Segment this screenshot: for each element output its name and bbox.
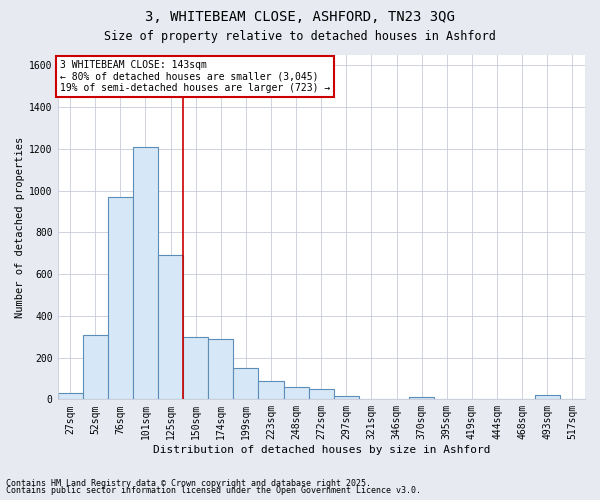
Bar xyxy=(233,368,259,400)
X-axis label: Distribution of detached houses by size in Ashford: Distribution of detached houses by size … xyxy=(152,445,490,455)
Text: Contains HM Land Registry data © Crown copyright and database right 2025.: Contains HM Land Registry data © Crown c… xyxy=(6,478,371,488)
Text: Contains public sector information licensed under the Open Government Licence v3: Contains public sector information licen… xyxy=(6,486,421,495)
Bar xyxy=(58,393,83,400)
Bar xyxy=(284,387,309,400)
Bar xyxy=(309,389,334,400)
Bar xyxy=(158,256,183,400)
Bar xyxy=(259,380,284,400)
Bar xyxy=(409,397,434,400)
Text: 3 WHITEBEAM CLOSE: 143sqm
← 80% of detached houses are smaller (3,045)
19% of se: 3 WHITEBEAM CLOSE: 143sqm ← 80% of detac… xyxy=(60,60,331,94)
Bar xyxy=(108,197,133,400)
Bar xyxy=(535,395,560,400)
Bar xyxy=(83,334,108,400)
Bar xyxy=(208,339,233,400)
Text: Size of property relative to detached houses in Ashford: Size of property relative to detached ho… xyxy=(104,30,496,43)
Bar xyxy=(183,336,208,400)
Bar xyxy=(334,396,359,400)
Text: 3, WHITEBEAM CLOSE, ASHFORD, TN23 3QG: 3, WHITEBEAM CLOSE, ASHFORD, TN23 3QG xyxy=(145,10,455,24)
Y-axis label: Number of detached properties: Number of detached properties xyxy=(15,136,25,318)
Bar xyxy=(133,147,158,400)
